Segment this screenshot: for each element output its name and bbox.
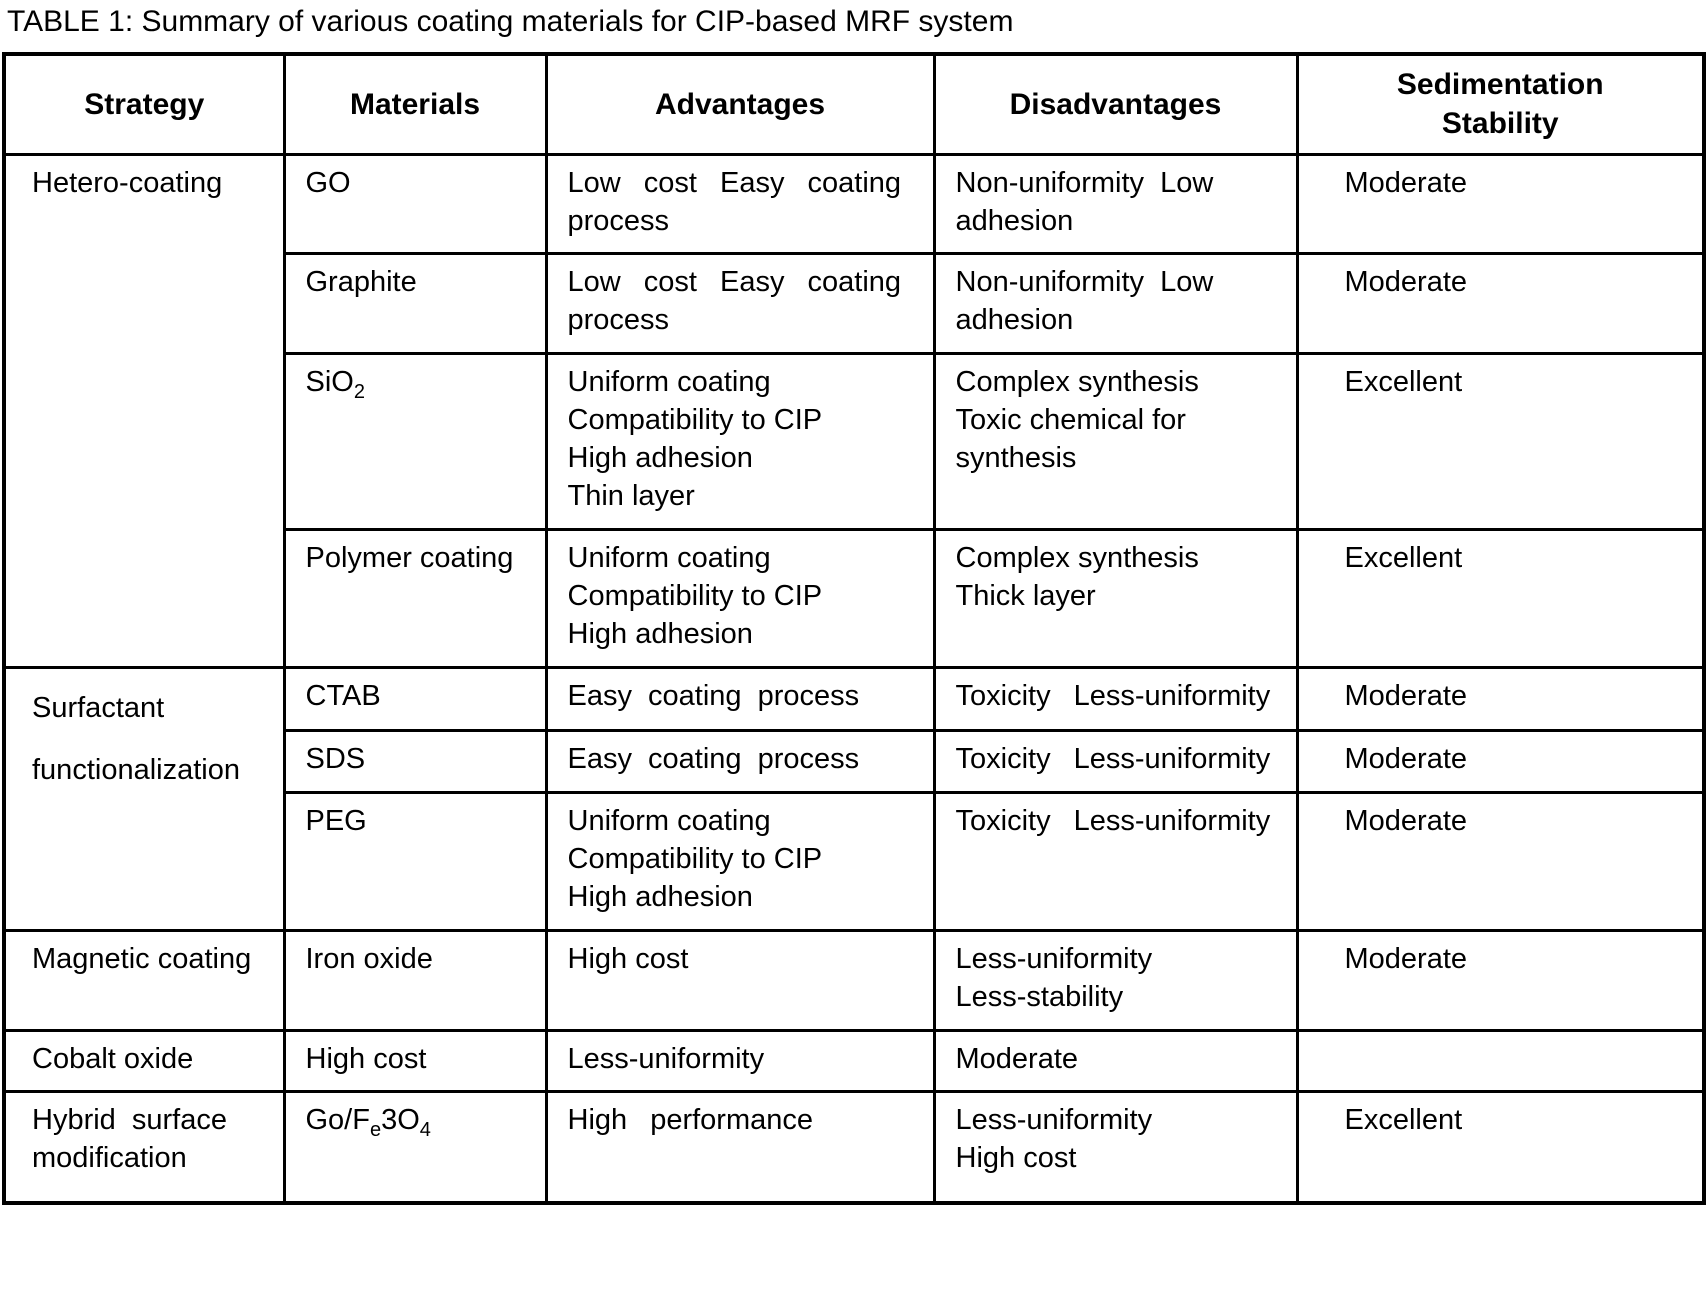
cell-r5-stability: Moderate xyxy=(1295,728,1706,794)
cell-r5-disadvantages: Toxicity Less-uniformity xyxy=(932,728,1299,794)
table-row: PEG Uniform coating Compatibility to CIP… xyxy=(4,790,1706,932)
cell-r1-stability: Moderate xyxy=(1295,251,1706,355)
material-sio2-base: SiO xyxy=(305,365,354,398)
cell-r1-advantages: Low cost Easy coating process xyxy=(544,251,936,355)
table-row: Hetero-coating GO Low cost Easy coating … xyxy=(2,152,1706,669)
material-gofe3o4-part1: Go/F xyxy=(305,1103,370,1136)
material-gofe3o4-part2: 3O xyxy=(381,1103,420,1136)
cell-r4-stability: Moderate xyxy=(1295,665,1706,732)
table-row: Hybrid surface modification Go/Fe3O4 Hig… xyxy=(2,1089,1706,1205)
cell-strategy-hetero-coating: Hetero-coating xyxy=(2,152,286,669)
col-header-strategy: Strategy xyxy=(2,52,286,156)
cell-r9-material: Go/Fe3O4 xyxy=(282,1089,548,1205)
table-row: Surfactant functionalization CTAB Easy c… xyxy=(2,665,1706,932)
cell-r5-material: SDS xyxy=(282,728,548,794)
cell-r7-stability: Moderate xyxy=(1295,928,1706,1032)
cell-r2-advantages: Uniform coating Compatibility to CIP Hig… xyxy=(544,351,936,531)
cell-r6-advantages: Uniform coating Compatibility to CIP Hig… xyxy=(544,790,936,932)
cell-r8-material: High cost xyxy=(282,1028,548,1093)
cell-r1-material: Graphite xyxy=(282,251,548,355)
cell-r9-advantages: High performance xyxy=(544,1089,936,1205)
cell-strategy-surfactant-functionalization: Surfactant functionalization xyxy=(2,665,286,932)
cell-r6-material: PEG xyxy=(282,790,548,932)
col-header-sedimentation-stability: Sedimentation Stability xyxy=(1295,52,1706,156)
table-row: Cobalt oxide High cost Less-uniformity M… xyxy=(2,1028,1706,1093)
cell-strategy-cobalt-oxide: Cobalt oxide xyxy=(2,1028,286,1093)
table-row: Graphite Low cost Easy coating process N… xyxy=(4,251,1706,355)
cell-r9-disadvantages: Less-uniformity High cost xyxy=(932,1089,1299,1205)
cell-r2-material: SiO2 xyxy=(282,351,548,531)
cell-r7-advantages: High cost xyxy=(544,928,936,1032)
cell-r8-disadvantages: Moderate xyxy=(932,1028,1299,1093)
material-gofe3o4-subscript-4: 4 xyxy=(419,1118,431,1141)
cell-r8-advantages: Less-uniformity xyxy=(544,1028,936,1093)
cell-r3-advantages: Uniform coating Compatibility to CIP Hig… xyxy=(544,527,936,669)
cell-strategy-hybrid-surface-modification: Hybrid surface modification xyxy=(2,1089,286,1205)
table-title: TABLE 1: Summary of various coating mate… xyxy=(7,5,1014,38)
table-row: SDS Easy coating process Toxicity Less-u… xyxy=(4,728,1706,794)
coatings-table: Strategy Materials Advantages Disadvanta… xyxy=(2,52,1706,1205)
table-row: Magnetic coating Iron oxide High cost Le… xyxy=(2,928,1706,1032)
cell-r4-material: CTAB xyxy=(282,665,548,732)
cell-r8-stability xyxy=(1295,1028,1706,1093)
cell-r7-disadvantages: Less-uniformity Less-stability xyxy=(932,928,1299,1032)
cell-r0-material: GO xyxy=(282,152,548,255)
cell-r9-stability: Excellent xyxy=(1295,1089,1706,1205)
cell-r6-disadvantages: Toxicity Less-uniformity xyxy=(932,790,1299,932)
cell-r0-stability: Moderate xyxy=(1295,152,1706,255)
material-gofe3o4-subscript-e: e xyxy=(369,1118,382,1141)
material-sio2-subscript: 2 xyxy=(353,380,365,403)
cell-r3-stability: Excellent xyxy=(1295,527,1706,669)
cell-r4-advantages: Easy coating process xyxy=(544,665,936,732)
table-row: SiO2 Uniform coating Compatibility to CI… xyxy=(4,351,1706,531)
cell-r3-disadvantages: Complex synthesis Thick layer xyxy=(932,527,1299,669)
cell-r7-material: Iron oxide xyxy=(282,928,548,1032)
col-header-advantages: Advantages xyxy=(544,52,936,156)
cell-r2-disadvantages: Complex synthesis Toxic chemical for syn… xyxy=(932,351,1299,531)
col-header-disadvantages: Disadvantages xyxy=(932,52,1299,156)
cell-r0-disadvantages: Non-uniformity Low adhesion xyxy=(932,152,1299,255)
col-header-materials: Materials xyxy=(282,52,548,156)
cell-r3-material: Polymer coating xyxy=(282,527,548,669)
cell-r4-disadvantages: Toxicity Less-uniformity xyxy=(932,665,1299,732)
cell-r0-advantages: Low cost Easy coating process xyxy=(544,152,936,255)
cell-r6-stability: Moderate xyxy=(1295,790,1706,932)
header-row: Strategy Materials Advantages Disadvanta… xyxy=(2,52,1706,156)
table-row: Polymer coating Uniform coating Compatib… xyxy=(4,527,1706,669)
cell-strategy-magnetic-coating: Magnetic coating xyxy=(2,928,286,1032)
cell-r5-advantages: Easy coating process xyxy=(544,728,936,794)
cell-r1-disadvantages: Non-uniformity Low adhesion xyxy=(932,251,1299,355)
cell-r2-stability: Excellent xyxy=(1295,351,1706,531)
